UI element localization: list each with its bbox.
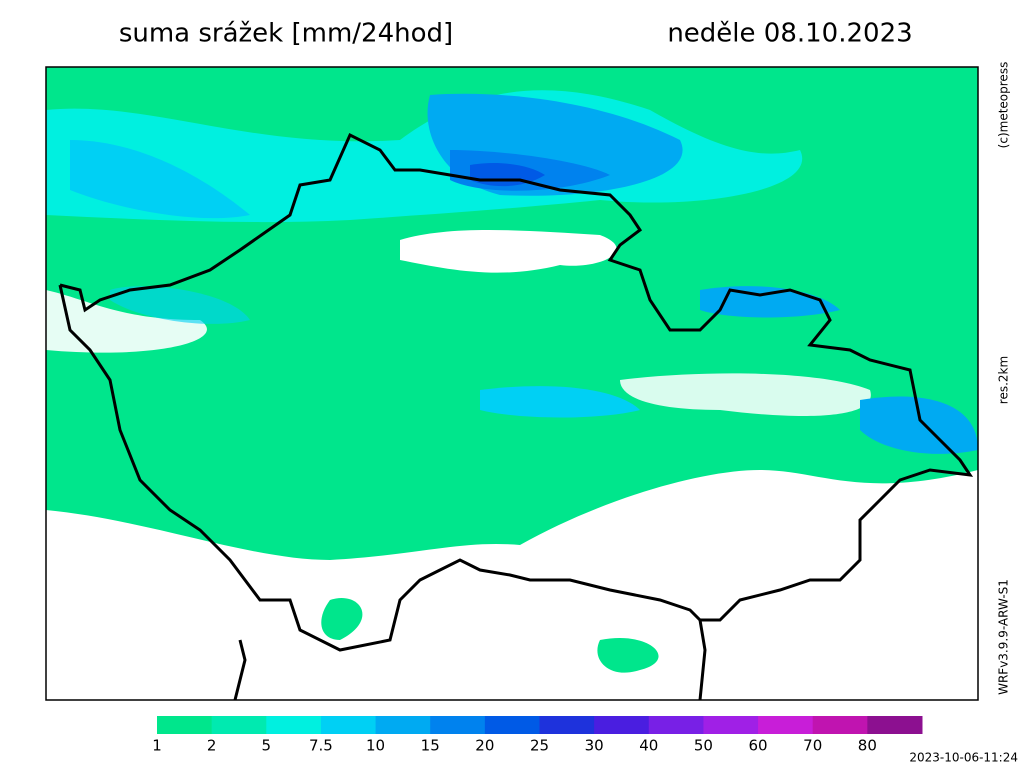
legend-label: 2 (207, 737, 217, 755)
legend-swatch (594, 716, 650, 734)
legend-label: 30 (585, 737, 604, 755)
legend-label: 1 (152, 737, 162, 755)
precipitation-field (46, 67, 978, 700)
legend-label: 7.5 (309, 737, 333, 755)
legend-swatch (375, 716, 431, 734)
border-segment (233, 639, 247, 701)
legend-label: 50 (694, 737, 713, 755)
side-label: WRFv3.9.9-ARW-S1 (997, 579, 1011, 695)
legend-swatch (211, 716, 267, 734)
legend-swatch (648, 716, 704, 734)
legend-swatch (266, 716, 322, 734)
legend-label: 20 (475, 737, 494, 755)
legend-label: 15 (421, 737, 440, 755)
legend-label: 10 (366, 737, 385, 755)
legend-swatch (812, 716, 868, 734)
side-label: res.2km (997, 356, 1011, 404)
legend-swatch (430, 716, 486, 734)
legend-label: 25 (530, 737, 549, 755)
border-segment (698, 619, 707, 701)
country-border (58, 132, 974, 652)
title: suma srážek [mm/24hod] (119, 19, 453, 49)
legend-swatch (484, 716, 540, 734)
map-frame (45, 66, 979, 701)
legend-label: 60 (749, 737, 768, 755)
legend-swatch (157, 716, 213, 734)
legend-swatch (539, 716, 595, 734)
legend-label: 80 (858, 737, 877, 755)
timestamp: 2023-10-06-11:24 (909, 751, 1018, 765)
date: neděle 08.10.2023 (667, 19, 912, 49)
legend-swatch (320, 716, 377, 734)
legend-label: 40 (639, 737, 658, 755)
legend-swatch (758, 716, 814, 734)
legend-swatch (703, 716, 759, 734)
legend-label: 5 (262, 737, 272, 755)
legend-label: 70 (803, 737, 822, 755)
legend-swatch (867, 716, 923, 734)
side-label: (c)meteopress (997, 62, 1011, 149)
